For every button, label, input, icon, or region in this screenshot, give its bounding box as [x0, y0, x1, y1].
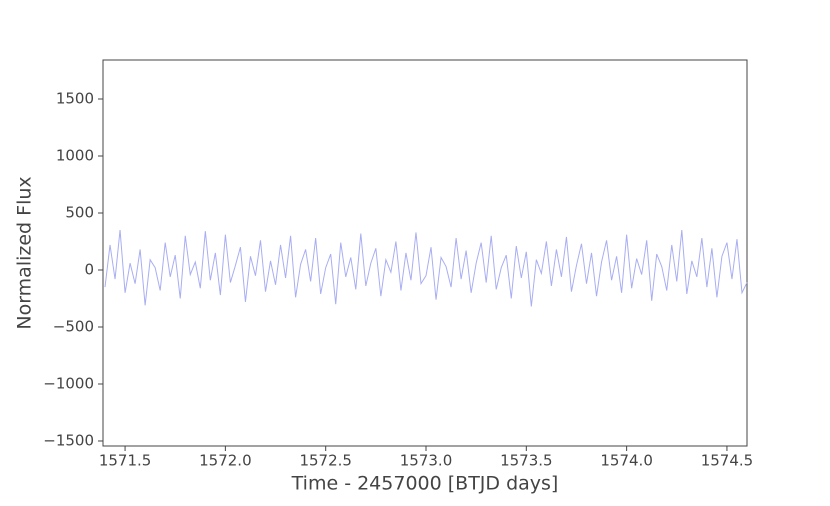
x-tick-label: 1573.0 [400, 452, 453, 470]
x-tick-label: 1574.0 [600, 452, 653, 470]
x-tick-label: 1571.5 [99, 452, 152, 470]
y-axis-label: Normalized Flux [14, 176, 36, 329]
x-tick-label: 1572.0 [199, 452, 252, 470]
plot-frame [102, 59, 748, 447]
y-tick-label: 1500 [56, 89, 94, 107]
y-tick-label: −500 [53, 317, 94, 335]
y-tick-label: 500 [65, 203, 94, 221]
x-tick-label: 1574.5 [701, 452, 754, 470]
x-tick-label: 1572.5 [299, 452, 352, 470]
y-tick-label: 0 [84, 260, 94, 278]
y-tick-label: 1000 [56, 146, 94, 164]
y-tick-label: −1000 [43, 374, 94, 392]
y-tick-label: −1500 [43, 431, 94, 449]
flux-line [104, 230, 748, 307]
x-axis-label: Time - 2457000 [BTJD days] [291, 473, 559, 495]
x-tick-label: 1573.5 [500, 452, 553, 470]
